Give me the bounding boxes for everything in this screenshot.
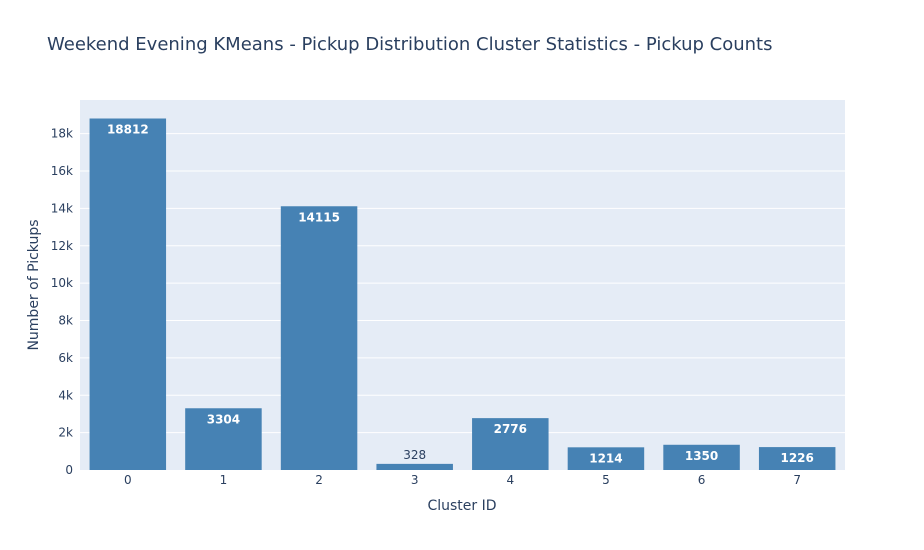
bar-data-label: 1226	[780, 451, 813, 465]
bar	[185, 408, 262, 470]
y-tick-label: 14k	[51, 201, 73, 215]
y-tick-label: 12k	[51, 239, 73, 253]
x-tick-label: 4	[506, 473, 514, 487]
bar	[567, 447, 645, 470]
y-tick-label: 0	[65, 463, 73, 477]
y-tick-label: 8k	[58, 314, 73, 328]
chart-title: Weekend Evening KMeans - Pickup Distribu…	[47, 34, 773, 55]
x-tick-label: 5	[602, 473, 610, 487]
x-tick-label: 7	[793, 473, 801, 487]
bar-data-label: 2776	[494, 422, 527, 436]
x-tick-label: 1	[220, 473, 228, 487]
y-axis-title: Number of Pickups	[26, 219, 42, 350]
y-tick-label: 4k	[58, 388, 73, 402]
y-tick-label: 18k	[51, 127, 73, 141]
bar-data-label: 18812	[107, 122, 149, 136]
bar-data-label: 328	[403, 448, 426, 462]
y-tick-label: 2k	[58, 426, 73, 440]
bar-data-label: 3304	[207, 412, 240, 426]
bar-data-label: 1214	[589, 451, 622, 465]
y-tick-label: 6k	[58, 351, 73, 365]
bar	[376, 463, 453, 470]
y-axis-ticks: 0 2k 4k 6k 8k 10k 12k 14k 16k 18k	[51, 127, 73, 477]
x-tick-label: 0	[124, 473, 132, 487]
bar	[472, 418, 549, 470]
x-axis-title: Cluster ID	[427, 498, 496, 514]
bar-data-label: 1350	[685, 449, 718, 463]
x-tick-label: 3	[411, 473, 419, 487]
bar	[280, 206, 358, 471]
bar	[663, 444, 740, 470]
y-tick-label: 16k	[51, 164, 73, 178]
bar-data-label: 14115	[298, 210, 340, 224]
x-tick-label: 6	[698, 473, 706, 487]
bars: 18812 3304 14115 328 2776 1214 1350 1226	[89, 118, 836, 471]
y-tick-label: 10k	[51, 276, 73, 290]
bar	[89, 118, 167, 470]
x-tick-label: 2	[315, 473, 323, 487]
bar	[758, 447, 836, 470]
x-axis-ticks: 0 1 2 3 4 5 6 7	[124, 473, 801, 487]
